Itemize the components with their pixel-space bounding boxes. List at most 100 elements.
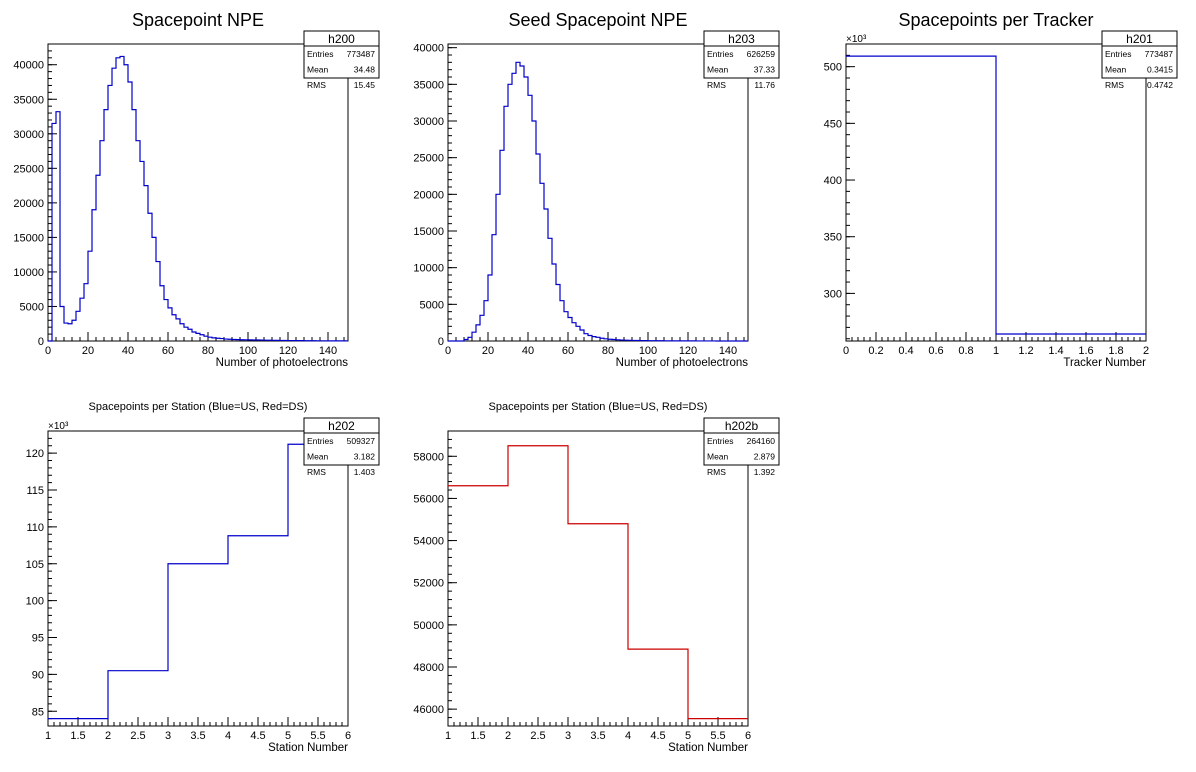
x-tick-label: 5.5 [310,730,325,742]
x-tick-label: 40 [522,345,534,357]
plot-frame [47,43,349,342]
y-tick-label: 450 [824,118,842,130]
stats-value: 264160 [747,436,776,446]
y-tick-label: 50000 [413,620,444,632]
chart-h203: 0 20 40 60 80 100 120 140 0 5000 10000 15000 20000 25… [413,30,780,369]
x-tick-label: 0.4 [898,345,913,357]
x-tick-label: 1.6 [1078,345,1093,357]
y-tick-label: 20000 [13,198,44,210]
stats-value: 509327 [347,436,376,446]
x-tick-label: 100 [639,345,657,357]
stats-value: 773487 [1145,49,1174,59]
x-tick-label: 60 [162,345,174,357]
x-tick-label: 1.8 [1108,345,1123,357]
stats-label: Entries [707,436,733,446]
x-tick-label: 1 [445,730,451,742]
x-tick-label: 1 [45,730,51,742]
x-tick-label: 4.5 [250,730,265,742]
x-tick-label: 1.4 [1048,345,1063,357]
x-tick-label: 140 [319,345,337,357]
stats-value: 0.3415 [1147,65,1173,75]
chart-h201: 0 0.2 0.4 0.6 0.8 1 1.2 1.4 1.6 1.8 2 300 350 400 450 5… [824,30,1178,369]
y-tick-label: 48000 [413,662,444,674]
y-tick-label: 46000 [413,704,444,716]
y-tick-label: 0 [438,336,444,348]
x-tick-label: 20 [82,345,94,357]
y-tick-label: 5000 [20,301,44,313]
x-tick-label: 2.5 [130,730,145,742]
y-tick-label: 56000 [413,493,444,505]
stats-label: Mean [707,452,729,462]
y-axis-multiplier: ×10³ [48,421,69,432]
x-tick-label: 4 [225,730,231,742]
stats-box-frame [703,30,780,79]
x-tick-label: 1 [993,345,999,357]
x-tick-label: 4.5 [650,730,665,742]
stats-box: h202b Entries 264160 Mean 2.879 RMS 1.392 [703,417,780,477]
stats-label: Mean [307,452,329,462]
x-tick-label: 3 [565,730,571,742]
stats-label: Mean [307,65,329,75]
y-tick-label: 35000 [13,94,44,106]
stats-name: h203 [728,32,755,46]
stats-name: h202 [328,419,355,433]
y-tick-label: 54000 [413,536,444,548]
stats-label: RMS [307,467,326,477]
histogram-line [846,55,1146,335]
y-tick-label: 90 [32,669,44,681]
chart-h200: 0 20 40 60 80 100 120 140 0 5000 10000 15000 20000 25… [13,30,380,369]
x-tick-label: 100 [239,345,257,357]
y-tick-label: 30000 [13,129,44,141]
stats-name: h201 [1126,32,1153,46]
plot-frame [447,43,749,342]
stats-box-frame [303,30,380,79]
y-tick-label: 35000 [413,79,444,91]
x-tick-label: 2 [105,730,111,742]
stats-value: 773487 [347,49,376,59]
x-tick-label: 80 [202,345,214,357]
y-tick-label: 25000 [413,153,444,165]
x-tick-label: 0.6 [928,345,943,357]
y-tick-label: 350 [824,232,842,244]
y-tick-label: 120 [26,448,44,460]
chart-title: Spacepoints per Station (Blue=US, Red=DS… [88,401,308,413]
x-tick-label: 4 [625,730,631,742]
y-tick-label: 0 [38,336,44,348]
histogram-line [448,445,748,720]
x-tick-label: 120 [679,345,697,357]
x-tick-label: 140 [719,345,737,357]
stats-label: RMS [1105,80,1124,90]
y-tick-label: 95 [32,633,44,645]
y-tick-label: 105 [26,559,44,571]
x-tick-label: 120 [279,345,297,357]
y-tick-label: 110 [26,522,44,534]
x-tick-label: 1.5 [70,730,85,742]
y-tick-label: 40000 [13,60,44,72]
chart-title: Spacepoint NPE [131,10,265,30]
x-tick-label: 0.8 [958,345,973,357]
x-tick-label: 20 [482,345,494,357]
stats-value: 34.48 [354,65,376,75]
stats-value: 0.4742 [1147,80,1173,90]
y-tick-label: 5000 [420,299,444,311]
x-tick-label: 6 [345,730,351,742]
y-tick-label: 115 [26,485,44,497]
x-tick-label: 1.2 [1018,345,1033,357]
stats-label: Entries [1105,49,1131,59]
x-tick-label: 0.2 [868,345,883,357]
stats-box-frame [1101,30,1178,79]
y-tick-label: 10000 [413,263,444,275]
x-tick-label: 40 [122,345,134,357]
y-tick-label: 20000 [413,189,444,201]
x-tick-label: 3.5 [190,730,205,742]
y-tick-label: 500 [824,62,842,74]
stats-box: h202 Entries 509327 Mean 3.182 RMS 1.403 [303,417,380,477]
chart-title: Spacepoints per Station (Blue=US, Red=DS… [488,401,708,413]
stats-label: Mean [1105,65,1127,75]
stats-label: Entries [707,49,733,59]
stats-label: Entries [307,49,333,59]
y-tick-label: 100 [26,596,44,608]
y-tick-label: 85 [32,706,44,718]
stats-box: h203 Entries 626259 Mean 37.33 RMS 11.76 [703,30,780,90]
